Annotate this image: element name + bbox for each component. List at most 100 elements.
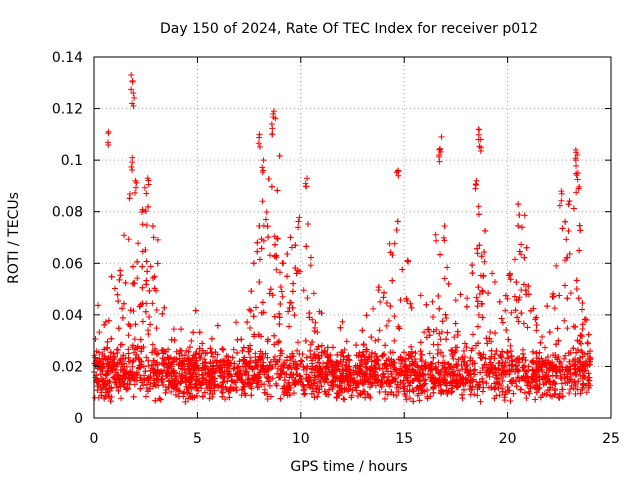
data-point <box>509 361 516 368</box>
data-point <box>208 335 215 342</box>
data-point <box>391 364 398 371</box>
data-point <box>518 375 525 382</box>
data-point <box>559 386 566 393</box>
data-point <box>318 310 325 317</box>
data-point <box>202 369 209 376</box>
data-point <box>549 393 556 400</box>
data-point <box>518 241 525 248</box>
data-point <box>118 341 125 348</box>
data-point <box>439 318 446 325</box>
data-point <box>436 153 443 160</box>
data-point <box>341 396 348 403</box>
data-point <box>139 263 146 270</box>
data-point <box>576 222 583 229</box>
data-point <box>300 287 307 294</box>
data-point <box>129 77 136 84</box>
data-point <box>314 329 321 336</box>
data-point <box>523 368 530 375</box>
data-point <box>400 377 407 384</box>
data-point <box>467 391 474 398</box>
data-point <box>138 358 145 365</box>
y-tick-label: 0.1 <box>61 153 83 169</box>
data-point <box>163 360 170 367</box>
data-point <box>505 387 512 394</box>
data-point <box>555 337 562 344</box>
data-point <box>347 367 354 374</box>
chart-title: Day 150 of 2024, Rate Of TEC Index for r… <box>160 21 538 37</box>
data-point <box>545 359 552 366</box>
data-point <box>122 279 129 286</box>
data-point <box>463 362 470 369</box>
data-point <box>429 298 436 305</box>
data-point <box>247 354 254 361</box>
data-point <box>269 125 276 132</box>
data-point <box>268 393 275 400</box>
data-point <box>382 388 389 395</box>
data-point <box>120 352 127 359</box>
data-point <box>227 387 234 394</box>
data-point <box>147 321 154 328</box>
data-point <box>476 379 483 386</box>
data-point <box>264 396 271 403</box>
data-point <box>139 221 146 228</box>
data-point <box>119 376 126 383</box>
data-point <box>275 339 282 346</box>
data-point <box>548 362 555 369</box>
data-point <box>408 304 415 311</box>
data-point <box>106 393 113 400</box>
data-point <box>223 386 230 393</box>
data-point <box>378 383 385 390</box>
data-point <box>107 398 114 405</box>
data-point <box>507 348 514 355</box>
data-point <box>366 353 373 360</box>
data-point <box>423 334 430 341</box>
data-point <box>417 339 424 346</box>
data-point <box>168 388 175 395</box>
data-point <box>417 356 424 363</box>
data-point <box>131 376 138 383</box>
data-point <box>281 377 288 384</box>
data-point <box>402 362 409 369</box>
data-point <box>98 392 105 399</box>
data-point <box>146 287 153 294</box>
data-point <box>305 220 312 227</box>
data-point <box>207 372 214 379</box>
data-point <box>154 236 161 243</box>
data-point <box>137 385 144 392</box>
data-point <box>451 334 458 341</box>
x-tick-label: 0 <box>90 431 99 447</box>
data-point <box>302 390 309 397</box>
data-point <box>391 240 398 247</box>
data-point <box>475 284 482 291</box>
data-point <box>189 376 196 383</box>
data-point <box>570 345 577 352</box>
data-point <box>387 249 394 256</box>
data-point <box>181 389 188 396</box>
data-point <box>343 366 350 373</box>
data-point <box>499 319 506 326</box>
data-point <box>346 372 353 379</box>
data-point <box>501 394 508 401</box>
data-point <box>566 358 573 365</box>
data-point <box>496 392 503 399</box>
data-point <box>271 253 278 260</box>
data-point <box>268 131 275 138</box>
data-point <box>92 354 99 361</box>
data-point <box>313 346 320 353</box>
data-point <box>507 398 514 405</box>
data-point <box>129 342 136 349</box>
data-point <box>290 390 297 397</box>
data-point <box>482 355 489 362</box>
data-point <box>114 346 121 353</box>
data-point <box>288 299 295 306</box>
data-point <box>106 378 113 385</box>
data-point <box>152 345 159 352</box>
data-point <box>566 198 573 205</box>
data-point <box>501 397 508 404</box>
data-point <box>326 386 333 393</box>
data-point <box>239 386 246 393</box>
data-point <box>185 384 192 391</box>
data-point <box>154 260 161 267</box>
data-point <box>565 228 572 235</box>
data-point <box>496 359 503 366</box>
